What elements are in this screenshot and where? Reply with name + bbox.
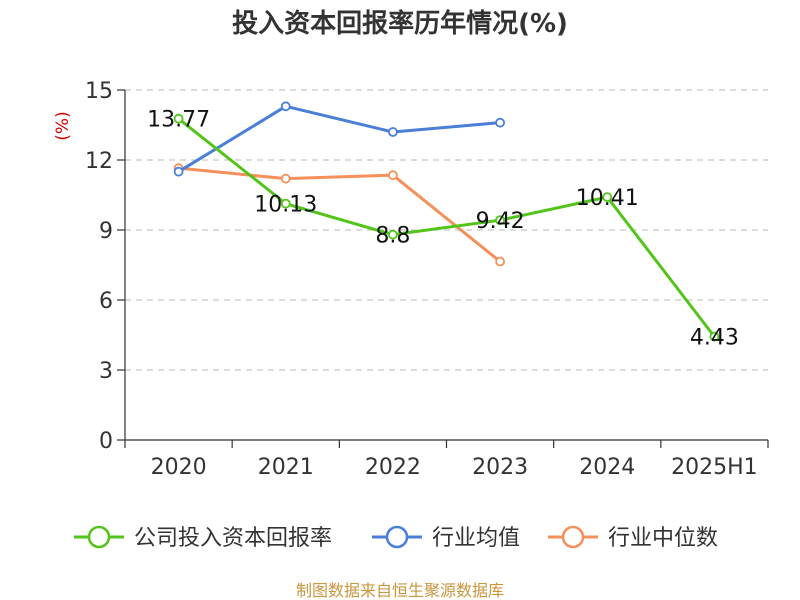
legend-swatch-marker [561, 525, 585, 549]
data-point[interactable] [495, 215, 505, 226]
y-tick-label: 9 [99, 219, 113, 244]
data-point[interactable] [388, 127, 398, 137]
data-labels: 13.77 10.13 8.8 9.42 10.41 4.43 [147, 108, 739, 351]
chart-title: 投入资本回报率历年情况(%) [232, 8, 568, 39]
data-point[interactable] [388, 229, 398, 240]
data-point[interactable] [280, 173, 291, 184]
legend-item[interactable]: 行业中位数 [548, 525, 718, 551]
y-tick-label: 12 [85, 149, 113, 174]
data-point[interactable] [173, 113, 184, 124]
gridlines [125, 89, 768, 371]
y-tick-label: 15 [85, 79, 113, 104]
series-line [178, 166, 502, 263]
legend-item[interactable]: 行业均值 [372, 525, 520, 551]
x-tick-label: 2022 [365, 455, 421, 480]
source-note: 制图数据来自恒生聚源数据库 [296, 581, 504, 600]
series-line [177, 104, 501, 173]
y-tick-label: 3 [99, 359, 113, 384]
data-label: 10.41 [576, 186, 639, 211]
data-label: 9.42 [476, 209, 525, 234]
series-line [177, 117, 716, 338]
data-point[interactable] [495, 256, 505, 267]
series-layer [173, 101, 720, 342]
x-tick-label: 2024 [579, 455, 635, 480]
legend-swatch-marker [385, 525, 409, 549]
data-point[interactable] [173, 166, 184, 177]
data-label: 8.8 [375, 224, 410, 249]
data-label: 10.13 [254, 193, 317, 218]
y-tick-label: 6 [99, 289, 113, 314]
data-point[interactable] [280, 101, 291, 112]
legend-item[interactable]: 公司投入资本回报率 [74, 525, 332, 551]
x-tick-label: 2020 [151, 455, 207, 480]
data-label: 13.77 [147, 108, 210, 133]
y-tick-label: 0 [99, 429, 113, 454]
legend[interactable]: 公司投入资本回报率 行业均值 行业中位数 [74, 525, 718, 551]
data-point[interactable] [709, 331, 720, 342]
axes: 0 3 6 9 12 15 2020 2021 2022 2023 2024 2025H1 [85, 79, 769, 480]
legend-label: 行业均值 [432, 526, 520, 551]
legend-label: 行业中位数 [608, 526, 718, 551]
data-point[interactable] [388, 170, 398, 181]
data-point[interactable] [495, 117, 505, 128]
data-point[interactable] [280, 198, 291, 209]
x-tick-label: 2023 [472, 455, 528, 480]
legend-label: 公司投入资本回报率 [134, 526, 332, 551]
data-label: 4.43 [690, 326, 739, 351]
x-tick-label: 2021 [258, 455, 314, 480]
legend-swatch-marker [87, 525, 111, 549]
y-axis-unit: (%) [53, 111, 73, 140]
data-point[interactable] [602, 192, 613, 203]
x-tick-label: 2025H1 [671, 455, 758, 480]
